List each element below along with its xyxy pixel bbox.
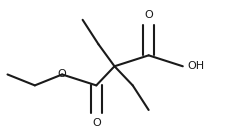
Text: O: O [92, 118, 101, 128]
Text: OH: OH [187, 61, 204, 71]
Text: O: O [58, 69, 66, 79]
Text: O: O [144, 10, 153, 20]
